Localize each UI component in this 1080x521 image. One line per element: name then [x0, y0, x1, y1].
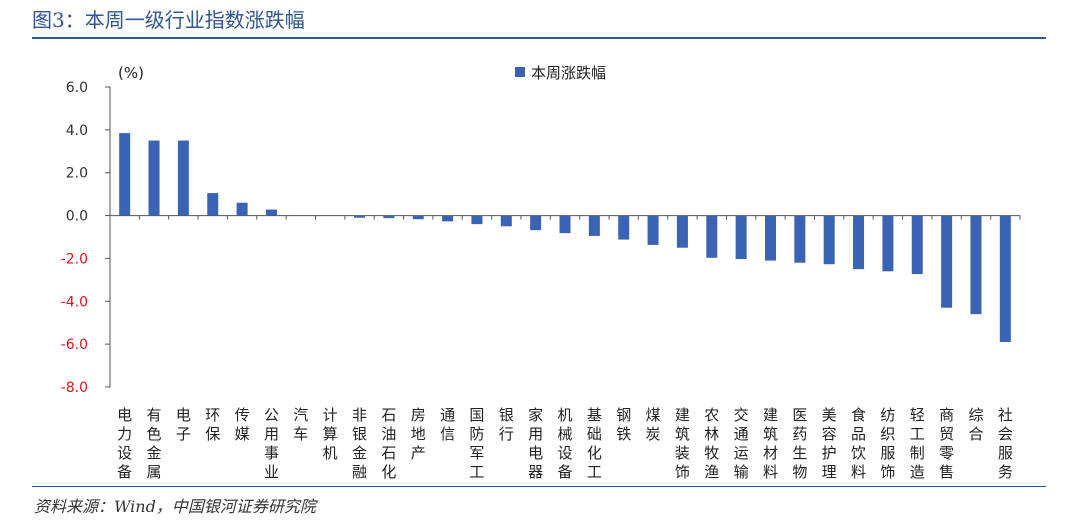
category-label: 交通运输 — [734, 406, 749, 481]
category-label: 建筑材料 — [763, 406, 778, 481]
category-label: 社会服务 — [998, 406, 1013, 481]
category-label: 电力设备 — [117, 406, 132, 481]
bar — [148, 140, 160, 216]
bar — [764, 215, 776, 261]
y-axis: 6.0 4.0 2.0 0.0 -2.0 -4.0 -6.0 -8.0 — [61, 80, 111, 396]
category-label: 公用事业 — [264, 406, 279, 481]
bar — [647, 215, 659, 245]
y-tick-label: 4.0 — [66, 123, 88, 139]
category-label: 美容护理 — [822, 406, 837, 481]
category-label: 纺织服饰 — [880, 406, 895, 481]
category-label: 通信 — [440, 406, 455, 443]
category-label: 环保 — [205, 406, 220, 443]
bar — [559, 215, 571, 234]
category-label: 机械设备 — [557, 406, 572, 481]
y-tick-label: -4.0 — [61, 294, 88, 310]
category-label: 基础化工 — [587, 406, 602, 481]
category-label: 非银金融 — [352, 406, 367, 481]
source-note: 资料来源：Wind，中国银河证券研究院 — [34, 497, 316, 516]
category-label: 农林牧渔 — [704, 406, 719, 481]
bar — [706, 215, 718, 258]
bottom-rule — [32, 486, 1046, 487]
legend-label: 本周涨跌幅 — [531, 64, 606, 82]
bar — [676, 215, 688, 248]
bar — [588, 215, 600, 236]
category-label: 食品饮料 — [851, 406, 866, 481]
bar — [354, 215, 366, 218]
bar-chart: 6.0 4.0 2.0 0.0 -2.0 -4.0 -6.0 -8.0 电力设备有色金属电子环… — [61, 64, 1021, 481]
y-tick-label: -6.0 — [61, 337, 88, 353]
category-label: 煤炭 — [646, 406, 661, 443]
y-tick-label: 6.0 — [66, 80, 88, 96]
category-label: 国防军工 — [469, 406, 484, 481]
category-label: 建筑装饰 — [675, 406, 690, 481]
legend: 本周涨跌幅 — [515, 64, 606, 82]
bar — [853, 215, 865, 270]
title-rule — [32, 37, 1046, 39]
y-tick-label: 0.0 — [66, 209, 88, 225]
figure-title: 图3：本周一级行业指数涨跌幅 — [32, 8, 305, 32]
bar — [265, 209, 277, 216]
bar — [911, 215, 923, 275]
y-tick-label: 2.0 — [66, 166, 88, 182]
y-unit-label: (%) — [118, 64, 144, 82]
category-label: 传媒 — [235, 406, 250, 443]
category-label: 计算机 — [323, 406, 338, 462]
category-label: 石油石化 — [381, 406, 396, 481]
bar — [735, 215, 747, 260]
category-label: 电子 — [176, 406, 191, 443]
legend-swatch — [515, 67, 525, 77]
bar-series — [119, 133, 1011, 342]
bar — [618, 215, 630, 240]
category-label: 轻工制造 — [910, 406, 925, 481]
bar — [500, 215, 512, 227]
bar — [412, 215, 424, 220]
category-label: 房地产 — [411, 406, 426, 462]
category-label: 家用电器 — [528, 406, 543, 481]
bar — [823, 215, 835, 265]
bar — [177, 140, 189, 216]
bar — [471, 215, 483, 225]
category-label: 银行 — [499, 406, 514, 443]
category-label: 钢铁 — [616, 406, 631, 443]
bar — [383, 215, 395, 219]
y-tick-label: -8.0 — [61, 380, 88, 396]
bar — [442, 215, 454, 222]
bar — [119, 133, 131, 216]
bar — [207, 193, 219, 216]
bar — [236, 202, 248, 216]
category-label: 有色金属 — [147, 406, 162, 481]
bar — [970, 215, 982, 315]
category-label: 医药生物 — [792, 406, 807, 481]
category-label: 综合 — [968, 406, 983, 443]
bar — [882, 215, 894, 272]
category-label: 商贸零售 — [939, 406, 954, 481]
bar — [941, 215, 953, 308]
category-labels: 电力设备有色金属电子环保传媒公用事业汽车计算机非银金融石油石化房地产通信国防军工… — [117, 406, 1013, 481]
bar — [794, 215, 806, 263]
bar — [530, 215, 542, 231]
bar — [999, 215, 1011, 342]
y-tick-label: -2.0 — [61, 251, 88, 267]
category-label: 汽车 — [293, 406, 308, 443]
